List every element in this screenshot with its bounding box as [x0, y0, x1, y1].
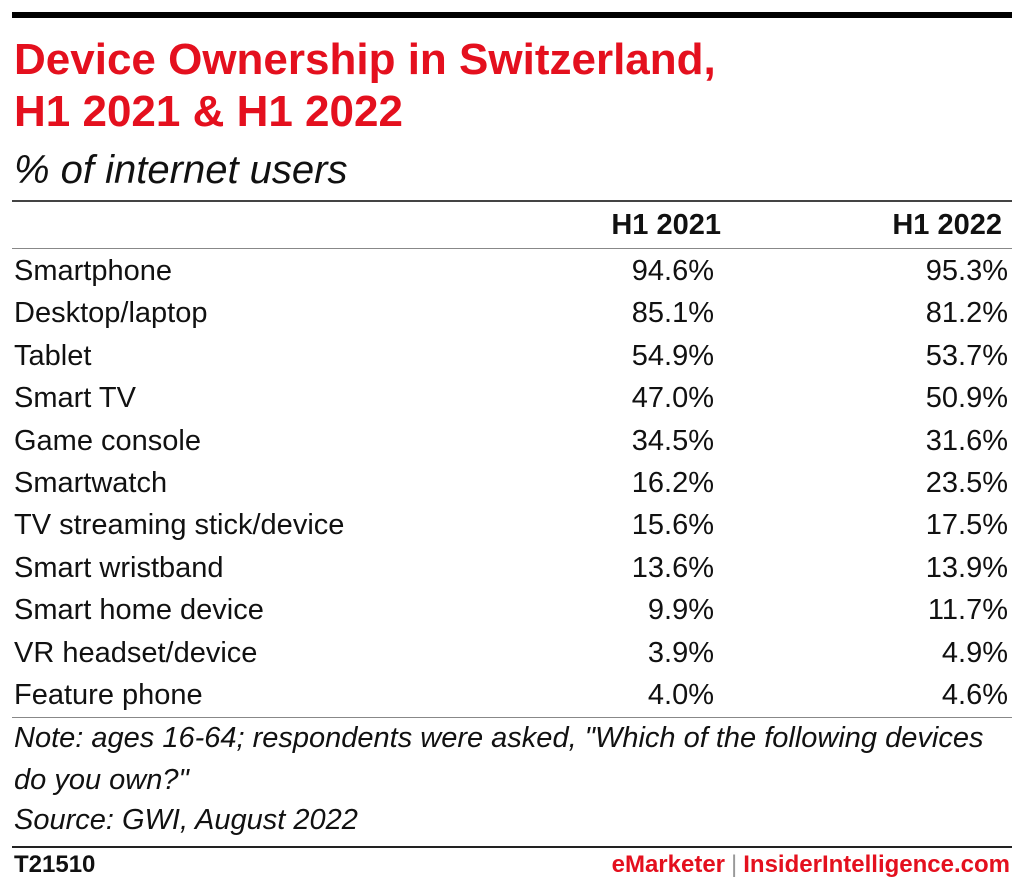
- cell-h1-2022: 53.7%: [925, 339, 1008, 372]
- table-body: Smartphone 94.6% 95.3% Desktop/laptop 85.1% 8…: [0, 250, 1024, 716]
- cell-h1-2021: 54.9%: [631, 339, 714, 372]
- cell-h1-2022: 17.5%: [925, 509, 1008, 542]
- footer-brand: eMarketer | InsiderIntelligence.com: [612, 850, 1010, 880]
- row-label: Smart TV: [14, 382, 136, 415]
- chart-title-line-1: Device Ownership in Switzerland,: [14, 35, 716, 84]
- table-source: Source: GWI, August 2022: [14, 804, 358, 836]
- cell-h1-2021: 94.6%: [631, 255, 714, 287]
- row-label: Feature phone: [14, 678, 203, 711]
- table-row: Game console 34.5% 31.6%: [0, 420, 1024, 462]
- row-label: Smart home device: [14, 594, 264, 627]
- row-label: VR headset/device: [14, 636, 258, 669]
- top-rule: [12, 12, 1012, 18]
- table-note: Note: ages 16-64; respondents were asked…: [14, 722, 984, 796]
- table-row: Smart wristband 13.6% 13.9%: [0, 547, 1024, 589]
- cell-h1-2022: 23.5%: [925, 466, 1008, 499]
- body-rule: [12, 717, 1012, 718]
- cell-h1-2021: 13.6%: [631, 551, 714, 584]
- header-rule: [12, 200, 1012, 202]
- row-label: Desktop/laptop: [14, 297, 208, 330]
- brand-insiderintelligence: InsiderIntelligence.com: [743, 851, 1010, 878]
- cell-h1-2022: 95.3%: [925, 255, 1008, 287]
- table-row: Smartphone 94.6% 95.3%: [0, 250, 1024, 292]
- cell-h1-2021: 15.6%: [631, 509, 714, 542]
- cell-h1-2022: 4.6%: [941, 678, 1008, 711]
- cell-h1-2021: 4.0%: [647, 678, 714, 711]
- table-row: Smart home device 9.9% 11.7%: [0, 589, 1024, 631]
- cell-h1-2021: 3.9%: [647, 636, 714, 669]
- chart-subtitle: % of internet users: [14, 148, 348, 192]
- column-header-rule: [12, 248, 1012, 249]
- table-row: Tablet 54.9% 53.7%: [0, 335, 1024, 377]
- cell-h1-2022: 81.2%: [925, 297, 1008, 330]
- table-row: TV streaming stick/device 15.6% 17.5%: [0, 504, 1024, 546]
- cell-h1-2021: 16.2%: [631, 466, 714, 499]
- cell-h1-2021: 9.9%: [647, 594, 714, 627]
- table-row: Smartwatch 16.2% 23.5%: [0, 462, 1024, 504]
- cell-h1-2021: 47.0%: [631, 382, 714, 415]
- row-label: Smart wristband: [14, 551, 224, 584]
- table-row: Desktop/laptop 85.1% 81.2%: [0, 292, 1024, 334]
- cell-h1-2022: 4.9%: [941, 636, 1008, 669]
- row-label: Smartphone: [14, 255, 172, 287]
- row-label: TV streaming stick/device: [14, 509, 345, 542]
- cell-h1-2021: 34.5%: [631, 424, 714, 457]
- table-row: Smart TV 47.0% 50.9%: [0, 377, 1024, 419]
- cell-h1-2022: 13.9%: [925, 551, 1008, 584]
- row-label: Game console: [14, 424, 201, 457]
- chart-title-line-2: H1 2021 & H1 2022: [14, 87, 403, 136]
- table-row: VR headset/device 3.9% 4.9%: [0, 632, 1024, 674]
- table-row: Feature phone 4.0% 4.6%: [0, 674, 1024, 716]
- column-header-h1-2021: H1 2021: [611, 209, 721, 241]
- cell-h1-2021: 85.1%: [631, 297, 714, 330]
- footer-rule: [12, 846, 1012, 848]
- brand-separator: |: [731, 851, 738, 878]
- cell-h1-2022: 11.7%: [927, 594, 1008, 627]
- cell-h1-2022: 50.9%: [925, 382, 1008, 415]
- chart-id: T21510: [14, 851, 96, 878]
- column-header-h1-2022: H1 2022: [892, 209, 1002, 241]
- brand-emarketer: eMarketer: [611, 851, 726, 878]
- cell-h1-2022: 31.6%: [925, 424, 1008, 457]
- row-label: Tablet: [14, 339, 92, 372]
- row-label: Smartwatch: [14, 466, 168, 499]
- chart-title: Device Ownership in Switzerland, H1 2021…: [14, 34, 1004, 138]
